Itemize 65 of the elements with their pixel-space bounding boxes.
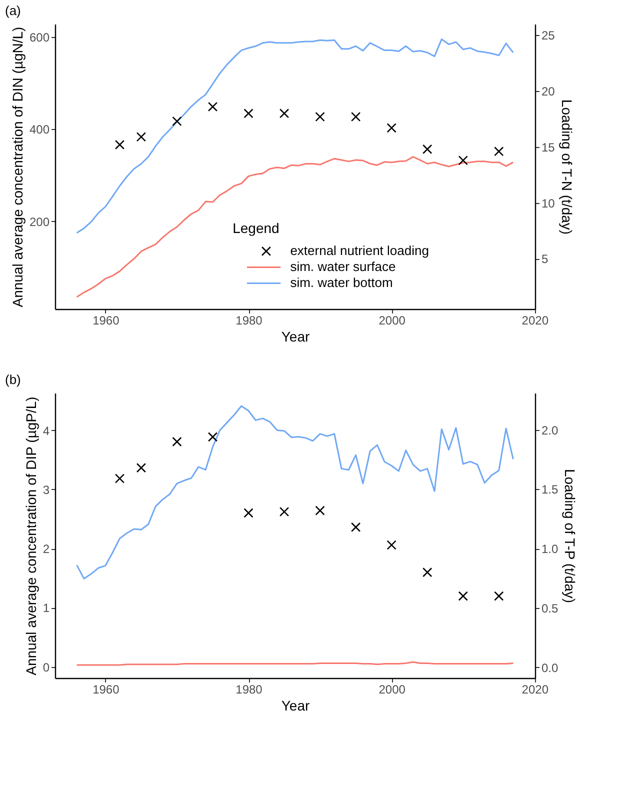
y2-tick-label: 20 — [542, 84, 556, 99]
point — [458, 591, 468, 601]
point — [315, 112, 325, 122]
x-tick-label: 1980 — [236, 314, 263, 328]
chart-title: (b) — [5, 372, 21, 387]
y-axis-title: Annual average concentration of DIP (µgP/L) — [22, 396, 39, 676]
point — [386, 123, 396, 133]
point — [350, 522, 361, 532]
y2-tick-label: 1.5 — [542, 482, 559, 497]
x-tick-label: 1960 — [92, 314, 120, 328]
y2-tick-label: 1.0 — [542, 542, 559, 556]
point — [422, 567, 432, 578]
y-tick-label: 400 — [29, 122, 50, 137]
point — [386, 540, 396, 550]
point — [422, 144, 432, 154]
point — [114, 474, 125, 484]
x-axis-title: Year — [281, 328, 310, 344]
line-series — [76, 156, 514, 298]
line-series — [76, 38, 514, 234]
x-tick-label: 2000 — [378, 314, 406, 328]
y-axis-title: Annual average concentration of DIN (µgN/L) — [9, 26, 26, 308]
y2-tick-label: 10 — [542, 196, 556, 210]
x-tick-label: 1980 — [236, 682, 263, 696]
y2-axis-title: Loading of T-N (t/day) — [558, 99, 575, 235]
point — [208, 102, 218, 112]
legend-label: sim. water surface — [290, 259, 396, 274]
point — [315, 506, 325, 516]
point — [244, 508, 254, 518]
point — [244, 108, 254, 118]
point — [136, 132, 146, 142]
point — [279, 108, 290, 118]
y-tick-label: 600 — [29, 30, 50, 44]
point — [172, 436, 182, 447]
point — [494, 146, 504, 156]
point — [279, 506, 290, 517]
point — [458, 156, 468, 166]
line-series — [76, 405, 514, 580]
y2-tick-label: 5 — [542, 252, 548, 266]
x-tick-label: 2020 — [522, 314, 549, 328]
legend-label: sim. water bottom — [290, 275, 393, 290]
x-axis-title: Year — [281, 698, 310, 714]
x-tick-label: 1960 — [92, 682, 120, 696]
y-tick-label: 0 — [42, 660, 50, 674]
chart-title: (a) — [5, 3, 21, 18]
y2-tick-label: 2.0 — [542, 423, 559, 438]
point — [350, 112, 361, 122]
y2-tick-label: 15 — [542, 140, 556, 154]
y-tick-label: 1 — [42, 601, 50, 616]
point — [208, 432, 218, 442]
point — [494, 591, 504, 601]
y2-tick-label: 25 — [542, 28, 556, 43]
y-tick-label: 2 — [42, 542, 50, 556]
legend-title: Legend — [232, 220, 280, 236]
y-tick-label: 200 — [29, 214, 50, 229]
legend-label: external nutrient loading — [290, 243, 429, 258]
y-tick-label: 3 — [42, 482, 50, 497]
y2-tick-label: 0.5 — [542, 601, 559, 616]
point — [114, 140, 125, 150]
y2-axis-title: Loading of T-P (t/day) — [562, 468, 578, 604]
x-tick-label: 2000 — [378, 682, 406, 696]
point — [172, 116, 182, 126]
x-tick-label: 2020 — [522, 682, 549, 696]
y-tick-label: 4 — [42, 424, 50, 438]
point — [136, 462, 146, 473]
y2-tick-label: 0.0 — [542, 660, 559, 675]
